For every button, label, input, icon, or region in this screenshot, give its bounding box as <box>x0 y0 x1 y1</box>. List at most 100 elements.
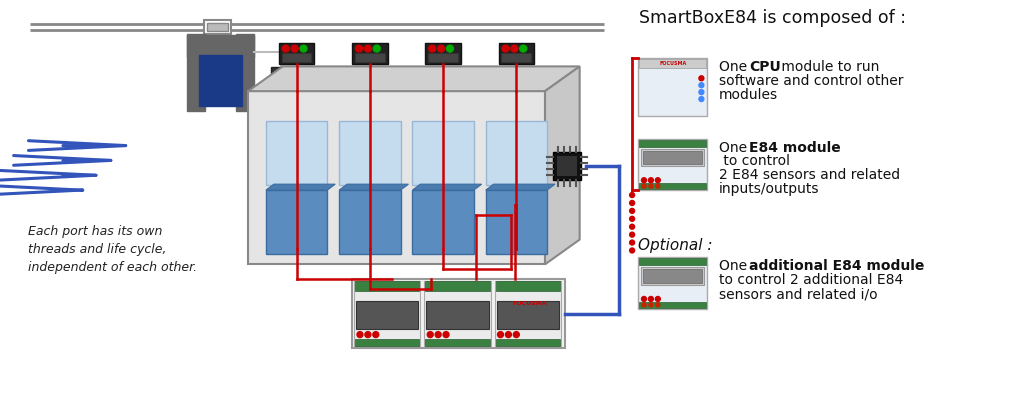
Bar <box>499 43 535 64</box>
Circle shape <box>513 332 519 338</box>
Circle shape <box>520 45 526 52</box>
Circle shape <box>293 75 301 83</box>
Text: One: One <box>719 259 752 273</box>
Circle shape <box>630 248 635 253</box>
Bar <box>279 43 314 64</box>
Circle shape <box>272 75 281 83</box>
Bar <box>639 60 707 68</box>
Text: Each port has its own
threads and life cycle,
independent of each other.: Each port has its own threads and life c… <box>29 225 198 274</box>
Bar <box>638 58 708 116</box>
Bar <box>355 52 385 62</box>
Bar <box>186 35 254 56</box>
Circle shape <box>630 232 635 237</box>
Bar <box>428 52 458 62</box>
Circle shape <box>355 45 362 52</box>
Bar <box>641 267 705 285</box>
Bar <box>643 150 702 164</box>
Circle shape <box>630 208 635 213</box>
Bar <box>352 43 388 64</box>
Bar <box>639 258 707 265</box>
Bar <box>425 281 489 291</box>
Bar <box>639 302 707 308</box>
Bar <box>496 338 560 346</box>
Circle shape <box>373 332 379 338</box>
Bar <box>271 67 302 91</box>
Circle shape <box>357 332 362 338</box>
Bar <box>413 121 474 185</box>
Text: 2 E84 sensors and related: 2 E84 sensors and related <box>719 168 900 182</box>
Bar <box>355 338 420 346</box>
Bar <box>413 190 474 254</box>
Bar <box>266 190 328 254</box>
Circle shape <box>641 296 646 302</box>
Circle shape <box>642 184 646 188</box>
Circle shape <box>655 296 660 302</box>
Bar <box>495 281 561 346</box>
Circle shape <box>649 303 653 307</box>
Polygon shape <box>248 66 580 91</box>
Bar <box>424 281 490 346</box>
Text: FOCUSMA: FOCUSMA <box>659 61 686 66</box>
Polygon shape <box>545 66 580 264</box>
Circle shape <box>435 332 441 338</box>
Circle shape <box>511 45 518 52</box>
Circle shape <box>649 184 653 188</box>
Circle shape <box>630 240 635 245</box>
Circle shape <box>641 178 646 183</box>
Polygon shape <box>266 184 335 190</box>
Bar <box>248 91 545 264</box>
Text: module to run: module to run <box>776 60 879 74</box>
Circle shape <box>427 332 433 338</box>
Circle shape <box>630 216 635 221</box>
Bar <box>426 301 488 329</box>
Bar <box>339 190 400 254</box>
Text: modules: modules <box>719 88 778 102</box>
Bar <box>497 301 559 329</box>
Bar <box>354 281 420 346</box>
Bar <box>557 156 577 176</box>
Circle shape <box>446 45 454 52</box>
Circle shape <box>699 76 703 81</box>
Circle shape <box>498 332 504 338</box>
Circle shape <box>655 184 659 188</box>
Text: to control: to control <box>719 154 791 168</box>
Circle shape <box>655 303 659 307</box>
Bar <box>355 281 420 291</box>
Circle shape <box>502 45 509 52</box>
Circle shape <box>699 83 703 88</box>
Circle shape <box>655 178 660 183</box>
Polygon shape <box>485 184 555 190</box>
Text: SmartBoxE84 is composed of :: SmartBoxE84 is composed of : <box>639 9 906 27</box>
Bar <box>553 152 581 180</box>
Bar <box>638 139 708 190</box>
Text: FOCUSMA: FOCUSMA <box>513 302 548 306</box>
Circle shape <box>443 332 450 338</box>
Circle shape <box>630 224 635 229</box>
Polygon shape <box>413 184 481 190</box>
Bar <box>266 121 328 185</box>
Bar <box>639 140 707 146</box>
Circle shape <box>365 332 371 338</box>
Text: additional E84 module: additional E84 module <box>749 259 925 273</box>
Circle shape <box>365 45 372 52</box>
Circle shape <box>630 200 635 206</box>
Circle shape <box>283 75 291 83</box>
Bar <box>641 148 705 166</box>
Circle shape <box>630 192 635 198</box>
Circle shape <box>291 45 298 52</box>
Text: CPU: CPU <box>749 60 780 74</box>
Circle shape <box>374 45 380 52</box>
Text: to control 2 additional E84: to control 2 additional E84 <box>719 273 903 287</box>
Bar <box>638 257 708 309</box>
Bar <box>496 281 560 291</box>
Bar <box>352 279 565 348</box>
Bar <box>485 190 547 254</box>
Circle shape <box>283 45 289 52</box>
Bar <box>643 269 702 283</box>
Text: Optional :: Optional : <box>638 238 713 253</box>
Bar <box>425 43 461 64</box>
Circle shape <box>437 45 444 52</box>
Bar <box>425 338 489 346</box>
Circle shape <box>642 303 646 307</box>
Circle shape <box>648 178 653 183</box>
